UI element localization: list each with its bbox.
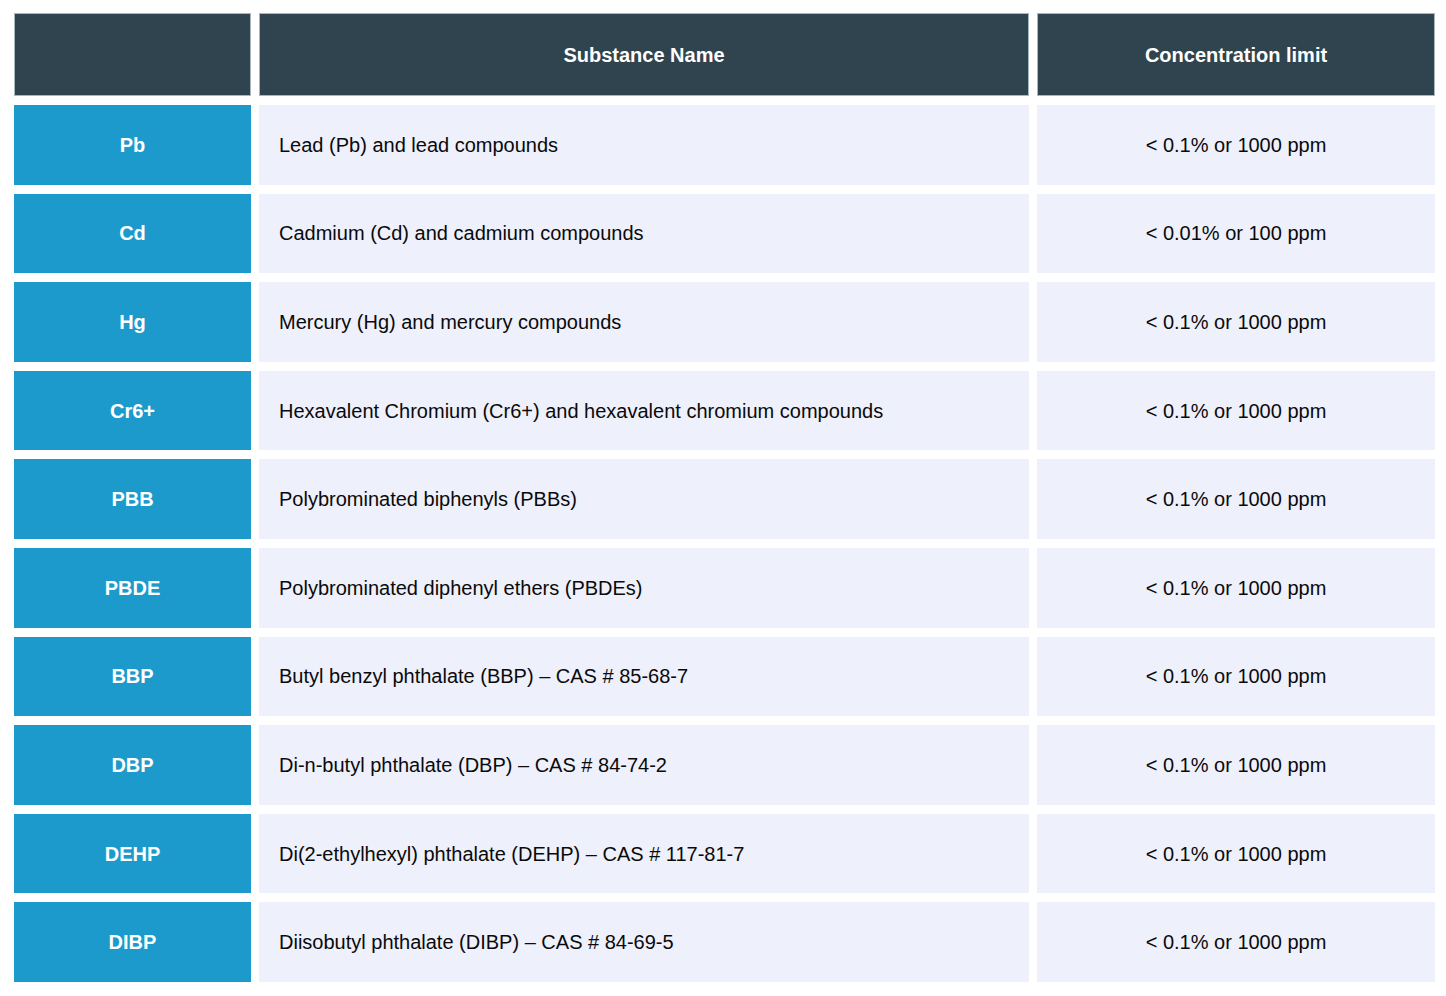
substance-symbol-cell: Cd	[14, 194, 251, 274]
substance-symbol-cell: DBP	[14, 725, 251, 805]
substance-symbol-cell: PBDE	[14, 548, 251, 628]
substance-name-cell: Di-n-butyl phthalate (DBP) – CAS # 84-74…	[259, 725, 1029, 805]
substance-name-cell: Butyl benzyl phthalate (BBP) – CAS # 85-…	[259, 637, 1029, 717]
substance-symbol-cell: Hg	[14, 282, 251, 362]
rohs-substances-table: Substance Name Concentration limit Pb Le…	[14, 13, 1435, 982]
concentration-limit-cell: < 0.1% or 1000 ppm	[1037, 814, 1435, 894]
substance-symbol-cell: PBB	[14, 459, 251, 539]
concentration-limit-cell: < 0.1% or 1000 ppm	[1037, 548, 1435, 628]
substance-name-cell: Diisobutyl phthalate (DIBP) – CAS # 84-6…	[259, 902, 1029, 982]
substance-name-cell: Di(2-ethylhexyl) phthalate (DEHP) – CAS …	[259, 814, 1029, 894]
substance-symbol-cell: Cr6+	[14, 371, 251, 451]
concentration-limit-cell: < 0.1% or 1000 ppm	[1037, 637, 1435, 717]
substance-name-cell: Cadmium (Cd) and cadmium compounds	[259, 194, 1029, 274]
substance-symbol-cell: Pb	[14, 105, 251, 185]
concentration-limit-cell: < 0.01% or 100 ppm	[1037, 194, 1435, 274]
substance-name-cell: Hexavalent Chromium (Cr6+) and hexavalen…	[259, 371, 1029, 451]
concentration-limit-cell: < 0.1% or 1000 ppm	[1037, 282, 1435, 362]
substance-name-cell: Polybrominated diphenyl ethers (PBDEs)	[259, 548, 1029, 628]
page: Substance Name Concentration limit Pb Le…	[0, 0, 1446, 996]
substance-symbol-cell: DEHP	[14, 814, 251, 894]
column-header-substance-name: Substance Name	[259, 13, 1029, 96]
concentration-limit-cell: < 0.1% or 1000 ppm	[1037, 459, 1435, 539]
column-header-concentration-limit: Concentration limit	[1037, 13, 1435, 96]
substance-name-cell: Lead (Pb) and lead compounds	[259, 105, 1029, 185]
concentration-limit-cell: < 0.1% or 1000 ppm	[1037, 725, 1435, 805]
substance-symbol-cell: BBP	[14, 637, 251, 717]
substance-name-cell: Mercury (Hg) and mercury compounds	[259, 282, 1029, 362]
substance-name-cell: Polybrominated biphenyls (PBBs)	[259, 459, 1029, 539]
substance-symbol-cell: DIBP	[14, 902, 251, 982]
concentration-limit-cell: < 0.1% or 1000 ppm	[1037, 902, 1435, 982]
concentration-limit-cell: < 0.1% or 1000 ppm	[1037, 371, 1435, 451]
concentration-limit-cell: < 0.1% or 1000 ppm	[1037, 105, 1435, 185]
column-header-symbol	[14, 13, 251, 96]
